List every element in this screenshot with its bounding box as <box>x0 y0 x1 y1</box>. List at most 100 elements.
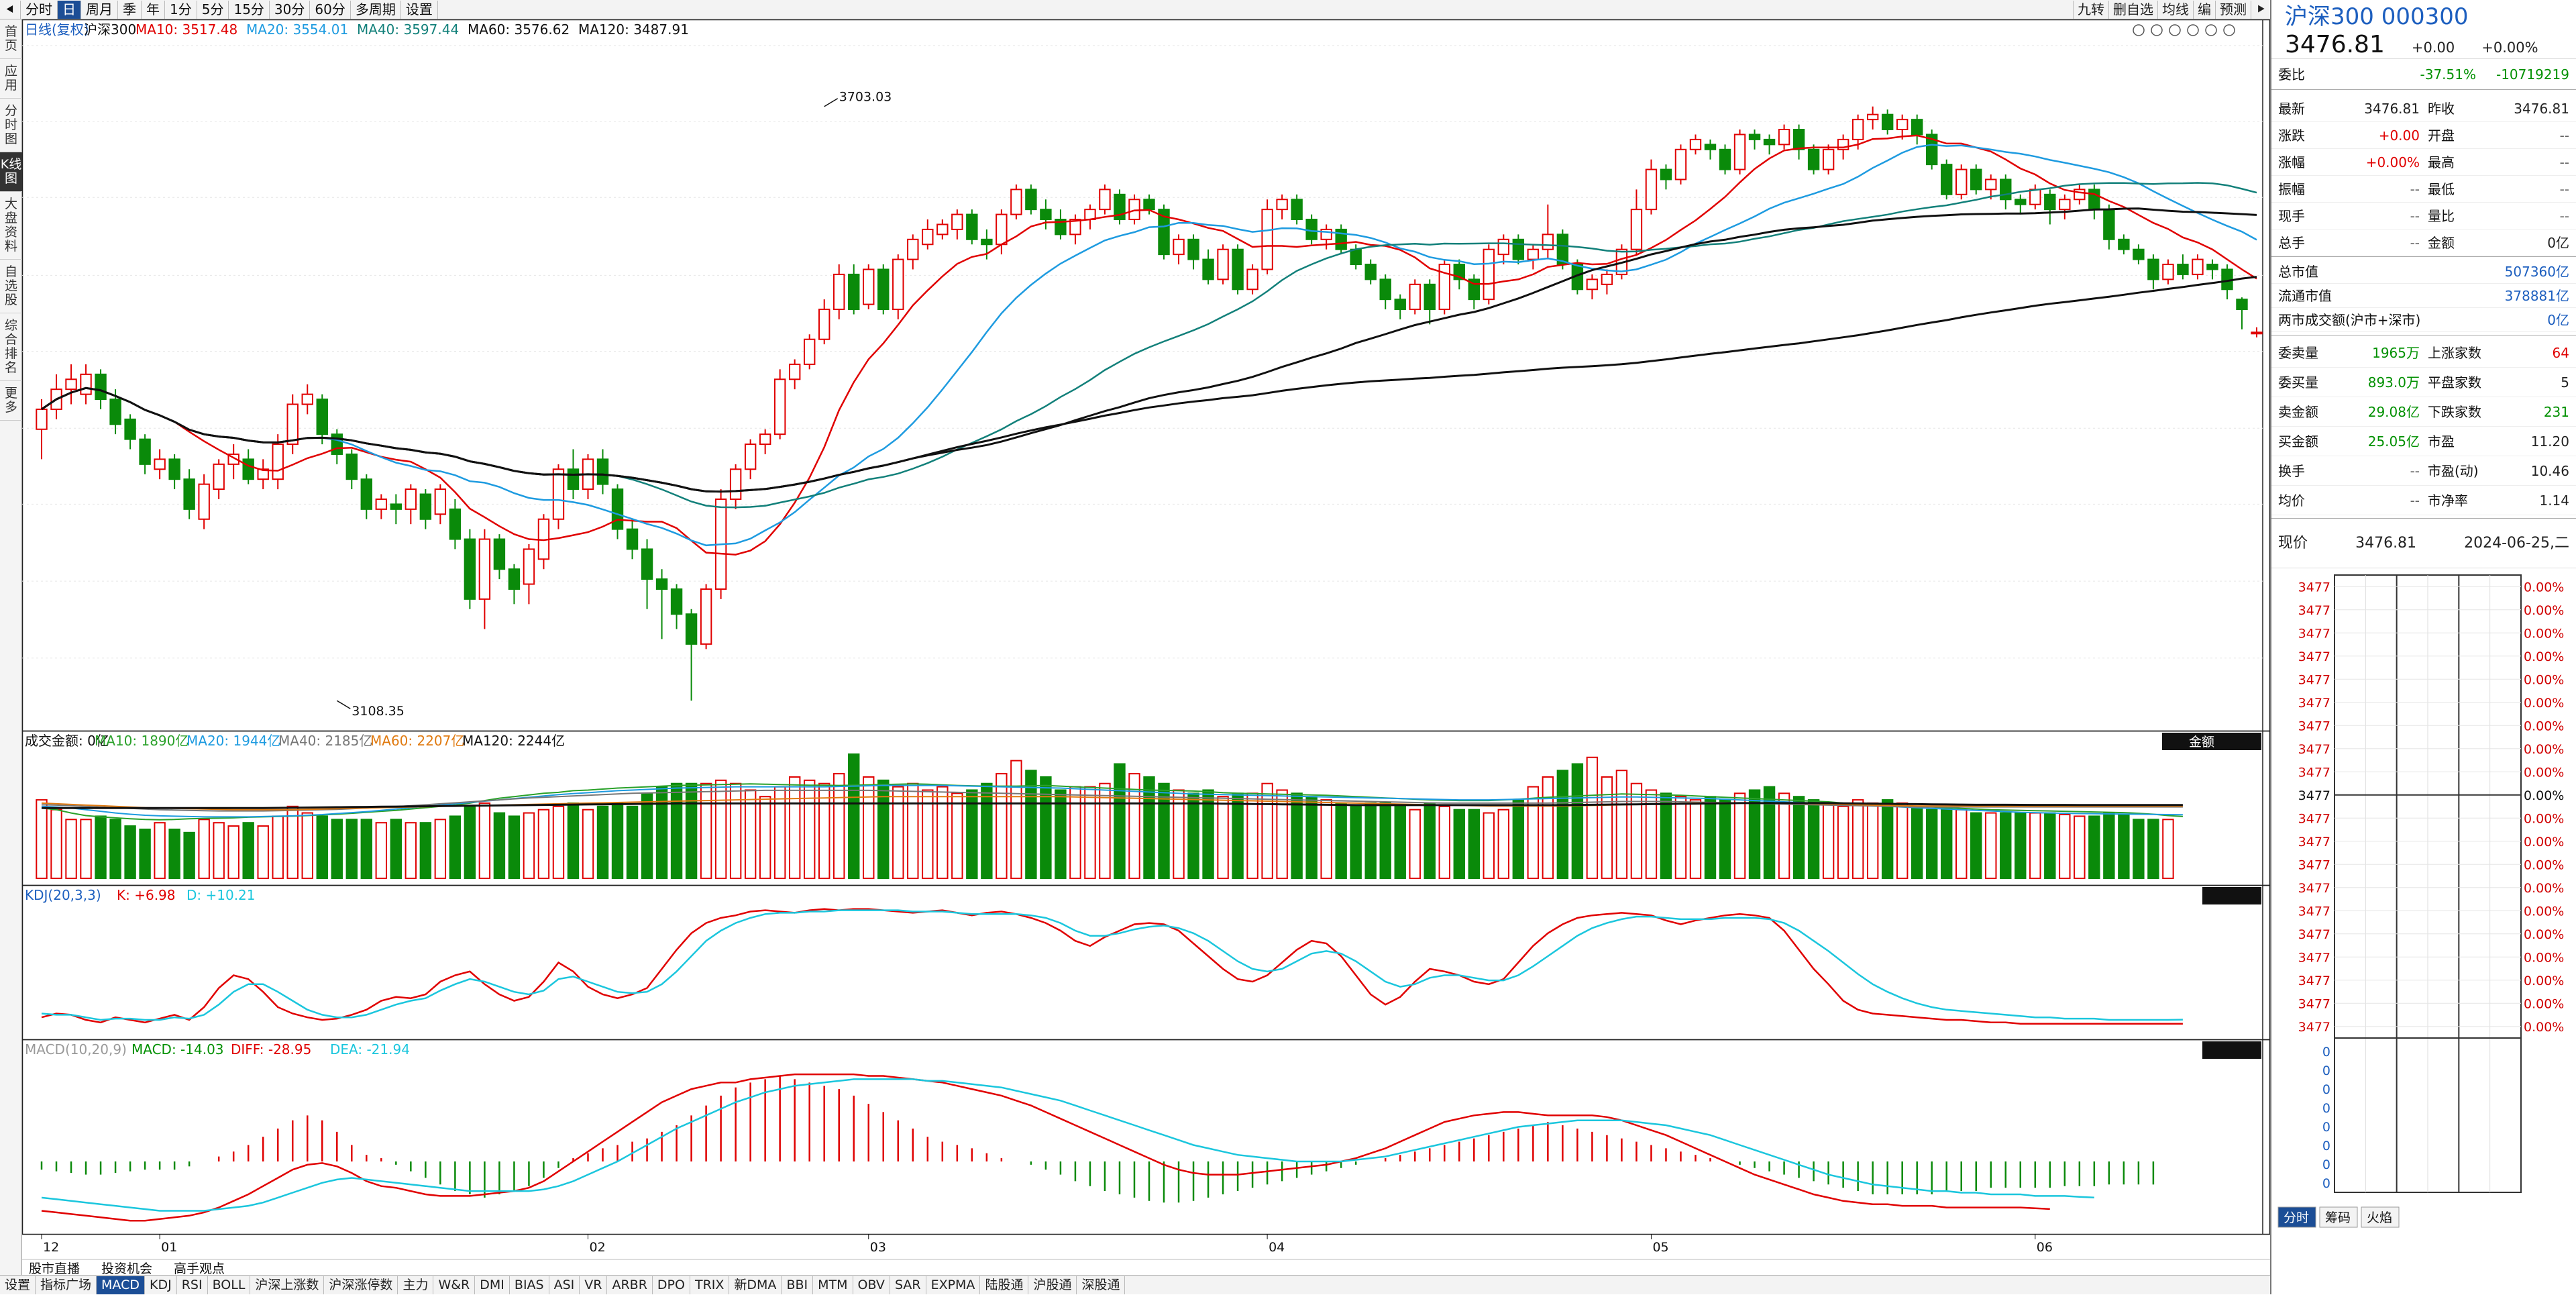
period-button[interactable]: 多周期 <box>351 0 401 19</box>
candle-body <box>966 213 978 240</box>
leftnav-item[interactable]: 自选股 <box>0 260 22 313</box>
indicator-tab[interactable]: EXPMA <box>926 1276 981 1294</box>
period-button[interactable]: 日 <box>58 0 81 19</box>
y-tick-label: 3764 <box>2269 39 2270 54</box>
quote-value: 0亿 <box>2547 235 2569 251</box>
candle-body <box>1350 248 1362 266</box>
quote-row: 涨跌 +0.00 开盘 -- <box>2271 122 2576 149</box>
candle-body <box>390 503 402 510</box>
candle-body <box>198 483 210 520</box>
macd-tag-bg <box>2202 1041 2261 1059</box>
volume-bar <box>729 782 742 879</box>
quote-label: 卖金额 <box>2278 404 2318 420</box>
indicator-tab[interactable]: VR <box>580 1276 608 1294</box>
kline-chart[interactable]: 3764 3688 3612 3534 3458 3381 3305 3228 3151 3703… <box>22 19 2270 1275</box>
ladder-price: 3477 <box>2298 881 2330 896</box>
indicator-tab[interactable]: ARBR <box>607 1276 653 1294</box>
volume-bar <box>1748 789 1761 880</box>
candle-body <box>1689 138 1702 150</box>
macd-line <box>41 1078 2094 1212</box>
panel-toggle-icon[interactable]: ⯈ <box>2251 0 2270 19</box>
period-button[interactable]: 季 <box>118 0 142 19</box>
period-button[interactable]: 年 <box>142 0 165 19</box>
ladder-pct: 0.00% <box>2524 927 2564 942</box>
indicator-tab[interactable]: MTM <box>813 1276 853 1294</box>
tool-button[interactable]: 删自选 <box>2108 0 2157 19</box>
leftnav-item[interactable]: 更多 <box>0 381 22 421</box>
candle-body <box>981 238 993 246</box>
indicator-tab[interactable]: 新DMA <box>729 1276 782 1294</box>
period-button[interactable]: 30分 <box>270 0 311 19</box>
period-button[interactable]: 设置 <box>401 0 438 19</box>
leftnav-item[interactable]: 首页 <box>0 19 22 59</box>
quote-label: 总市值 <box>2278 264 2318 280</box>
indicator-tabs: 设置 指标广场 MACD KDJ RSI BOLL 沪深上涨数 沪深涨停数 主力 W&R DMI BI… <box>0 1275 2270 1294</box>
volume-bar <box>1911 805 1923 880</box>
candle-body <box>375 498 388 510</box>
back-arrow-icon[interactable]: ⯇ <box>0 0 21 19</box>
volume-bar <box>405 822 417 879</box>
indicator-tab[interactable]: BOLL <box>208 1276 251 1294</box>
volume-bar <box>1468 809 1480 879</box>
quote-value: 3476.81 <box>2364 101 2420 117</box>
indicator-tab[interactable]: ASI <box>549 1276 580 1294</box>
quote-label: 涨幅 <box>2278 154 2305 170</box>
panel-tab[interactable]: 分时 <box>2284 1210 2309 1225</box>
period-button[interactable]: 周月 <box>81 0 118 19</box>
indicator-tab[interactable]: 深股通 <box>1077 1276 1126 1294</box>
indicator-tab[interactable]: 沪股通 <box>1028 1276 1077 1294</box>
indicator-tab[interactable]: 沪深上涨数 <box>250 1276 325 1294</box>
panel-tab[interactable]: 火焰 <box>2367 1210 2392 1225</box>
indicator-tab[interactable]: BIAS <box>510 1276 549 1294</box>
x-tick-label: 12 <box>43 1240 59 1255</box>
indicator-tab[interactable]: 主力 <box>398 1276 434 1294</box>
indicator-tab[interactable]: W&R <box>433 1276 476 1294</box>
period-button[interactable]: 60分 <box>310 0 351 19</box>
indicator-tab[interactable]: MACD <box>97 1276 145 1294</box>
ladder-price: 3477 <box>2298 765 2330 780</box>
volume-bar <box>493 812 506 879</box>
volume-bar <box>1010 760 1022 879</box>
period-button[interactable]: 5分 <box>197 0 229 19</box>
y-tick-label: +96.78 <box>2269 902 2270 917</box>
panel-tab[interactable]: 筹码 <box>2325 1210 2351 1225</box>
period-button[interactable]: 1分 <box>165 0 197 19</box>
tool-button[interactable]: 九转 <box>2073 0 2108 19</box>
volume-bar <box>1851 799 1864 879</box>
indicator-tab[interactable]: KDJ <box>145 1276 177 1294</box>
indicator-tab[interactable]: 指标广场 <box>36 1276 97 1294</box>
leftnav-item[interactable]: 分时图 <box>0 99 22 152</box>
candle-body <box>1025 189 1037 211</box>
candle-body <box>301 393 313 405</box>
volume-bar <box>242 822 254 879</box>
candle-body <box>124 418 136 440</box>
indicator-tab[interactable]: OBV <box>853 1276 890 1294</box>
indicator-tab[interactable]: 设置 <box>0 1276 36 1294</box>
tool-button[interactable]: 预测 <box>2215 0 2251 19</box>
indicator-tab[interactable]: DMI <box>475 1276 510 1294</box>
indicator-tab[interactable]: DPO <box>653 1276 690 1294</box>
leftnav-item[interactable]: 应用 <box>0 59 22 99</box>
volume-bar <box>1601 776 1613 879</box>
tool-button[interactable]: 编 <box>2193 0 2215 19</box>
volume-bar <box>1792 796 1805 879</box>
indicator-tab[interactable]: 沪深涨停数 <box>324 1276 398 1294</box>
leftnav-item[interactable]: 大盘资料 <box>0 192 22 260</box>
indicator-tab[interactable]: RSI <box>177 1276 208 1294</box>
tool-button[interactable]: 均线 <box>2157 0 2193 19</box>
indicator-tab[interactable]: BBI <box>782 1276 814 1294</box>
volume-bar <box>65 819 77 880</box>
volume-bar <box>1055 789 1067 880</box>
indicator-tab[interactable]: SAR <box>890 1276 926 1294</box>
period-button[interactable]: 分时 <box>21 0 58 19</box>
leftnav-item[interactable]: K线图 <box>0 152 22 192</box>
candle-body <box>2074 189 2086 201</box>
candle-body <box>1733 134 1746 170</box>
volume-bar <box>1084 786 1096 879</box>
indicator-tab[interactable]: TRIX <box>690 1276 730 1294</box>
order-row: 卖金额 29.08亿 下跌家数 231 <box>2271 397 2576 427</box>
leftnav-item[interactable]: 综合排名 <box>0 313 22 381</box>
y-tick-label: 3305 <box>2269 497 2270 512</box>
period-button[interactable]: 15分 <box>229 0 270 19</box>
indicator-tab[interactable]: 陆股通 <box>980 1276 1029 1294</box>
